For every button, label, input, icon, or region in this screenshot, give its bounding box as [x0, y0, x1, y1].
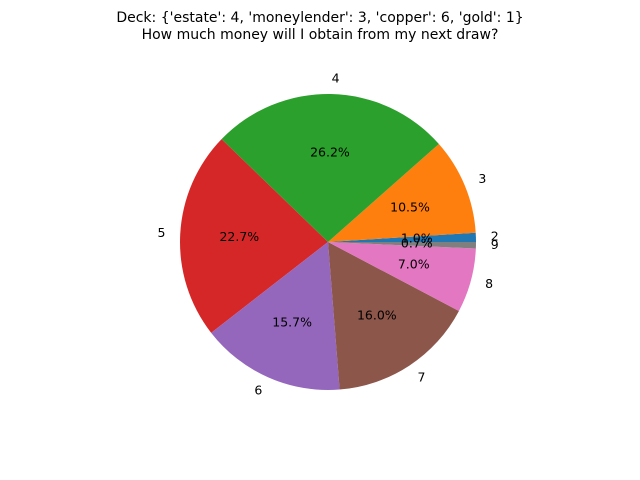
- chart-title-line-1: Deck: {'estate': 4, 'moneylender': 3, 'c…: [116, 10, 523, 26]
- pie-slice-4: [221, 93, 439, 242]
- pie-slice-9: [328, 242, 476, 249]
- pie-slices: [180, 93, 476, 390]
- slice-label-2: 2: [491, 228, 499, 243]
- slice-percent-7: 16.0%: [357, 308, 397, 323]
- slice-percent-9: 0.7%: [401, 235, 433, 250]
- slice-percent-8: 7.0%: [398, 257, 430, 272]
- slice-label-6: 6: [254, 382, 262, 397]
- pie-slice-8: [328, 242, 476, 311]
- pie-labels: 2 1.0% 3 10.5% 4 26.2% 5 22.7% 6 15.7% 7 16.0% 8 7.0%…: [157, 71, 498, 398]
- slice-label-4: 4: [332, 71, 340, 86]
- slice-percent-5: 22.7%: [219, 229, 259, 244]
- pie-slice-3: [328, 143, 476, 242]
- slice-label-3: 3: [478, 171, 486, 186]
- slice-percent-6: 15.7%: [272, 315, 312, 330]
- slice-label-8: 8: [485, 276, 493, 291]
- chart-title-line-2: How much money will I obtain from my nex…: [142, 27, 499, 43]
- pie-slice-5: [180, 139, 328, 333]
- slice-label-5: 5: [157, 225, 165, 240]
- slice-percent-2: 1.0%: [401, 231, 433, 246]
- pie-slice-7: [328, 242, 459, 390]
- slice-percent-3: 10.5%: [390, 199, 430, 214]
- slice-label-7: 7: [418, 369, 426, 384]
- pie-slice-2: [328, 232, 476, 242]
- slice-label-9: 9: [491, 237, 499, 252]
- slice-percent-4: 26.2%: [310, 145, 350, 160]
- pie-slice-6: [211, 242, 340, 390]
